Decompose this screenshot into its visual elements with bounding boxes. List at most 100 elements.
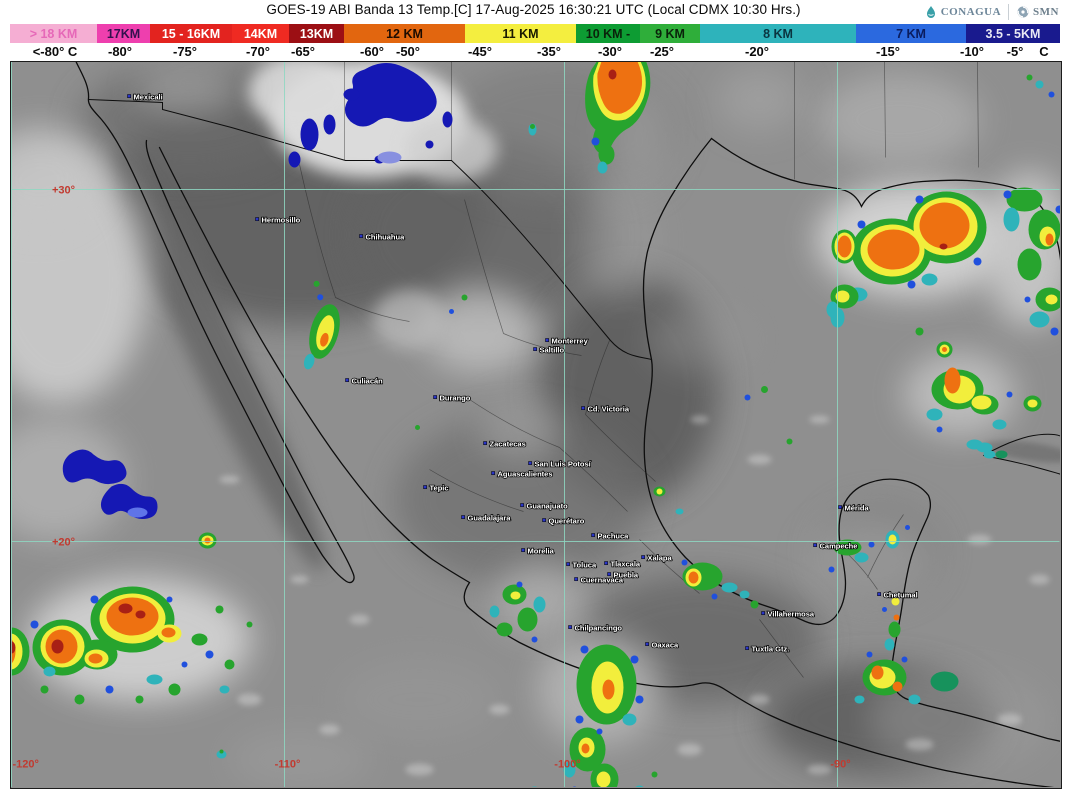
city-marker bbox=[127, 94, 131, 98]
city-label: Xalapa bbox=[648, 554, 673, 563]
city-marker bbox=[542, 518, 546, 522]
city-marker bbox=[838, 505, 842, 509]
cell-florida-edge bbox=[1003, 74, 1060, 336]
city-label: Tuxtla Gtz. bbox=[752, 645, 790, 654]
city-marker bbox=[359, 234, 363, 238]
scale-segment: 11 KM bbox=[465, 24, 576, 43]
convection-cells bbox=[11, 62, 1060, 787]
city-label: Guanajuato bbox=[527, 502, 569, 511]
temp-tick: -60° bbox=[360, 44, 384, 59]
cell-pacific-small bbox=[198, 532, 217, 549]
city-marker bbox=[745, 646, 749, 650]
cell-gulf-complex bbox=[826, 191, 987, 328]
city-label: Tepic bbox=[430, 484, 449, 493]
city-label: Cuernavaca bbox=[581, 576, 624, 585]
scale-segment: 8 KM bbox=[700, 24, 856, 43]
city-marker bbox=[491, 471, 495, 475]
altitude-scale: > 18 KM 17KM 15 - 16KM 14KM 13KM 12 KM 11 KM 10… bbox=[10, 24, 1060, 43]
cell-navy-pacific bbox=[62, 449, 158, 519]
temp-tick: -50° bbox=[396, 44, 420, 59]
cell-oaxaca-coast bbox=[563, 644, 644, 787]
city-label: Cd. Victoria bbox=[588, 405, 630, 414]
city-marker bbox=[568, 625, 572, 629]
temp-scale: <-80° C -80° -75° -70° -65° -60° -50° -45° -35° -… bbox=[0, 43, 1067, 60]
city-marker bbox=[761, 611, 765, 615]
city-label: San Luis Potosí bbox=[535, 460, 592, 469]
logo-divider bbox=[1008, 3, 1010, 20]
cell-orange-north bbox=[585, 62, 651, 174]
scale-segment: 15 - 16KM bbox=[150, 24, 232, 43]
temp-tick: -25° bbox=[650, 44, 674, 59]
city-label: Monterrey bbox=[552, 337, 589, 346]
grid-label-lon: -100° bbox=[554, 759, 580, 771]
temp-tick: -10° bbox=[960, 44, 984, 59]
city-marker bbox=[545, 338, 549, 342]
scale-segment: 10 KM - bbox=[576, 24, 640, 43]
city-label: Puebla bbox=[614, 571, 639, 580]
city-marker bbox=[433, 395, 437, 399]
city-label: Culiacán bbox=[352, 377, 384, 386]
city-label: Chetumal bbox=[884, 591, 918, 600]
scale-segment: 3.5 - 5KM bbox=[966, 24, 1060, 43]
temp-tick: -20° bbox=[745, 44, 769, 59]
city-label: Tlaxcala bbox=[611, 560, 641, 569]
cell-sinaloa bbox=[303, 280, 340, 370]
city-label: Oaxaca bbox=[652, 641, 680, 650]
footer-strip bbox=[0, 789, 1067, 800]
temp-tick: -30° bbox=[598, 44, 622, 59]
city-marker bbox=[461, 515, 465, 519]
city-label: Aguascalientes bbox=[498, 470, 553, 479]
city-marker bbox=[813, 543, 817, 547]
cell-sw-pacific bbox=[11, 586, 253, 705]
temp-tick: -5° bbox=[1006, 44, 1024, 59]
city-marker bbox=[345, 378, 349, 382]
temp-tick: -70° bbox=[246, 44, 270, 59]
temp-tick: <-80° C bbox=[32, 44, 78, 59]
grid-label-lat: +30° bbox=[52, 185, 75, 197]
city-marker bbox=[877, 592, 881, 596]
city-labels: Mexicali Hermosillo Chihuahua Culiacán Duran… bbox=[127, 92, 918, 654]
temp-tick: -35° bbox=[537, 44, 561, 59]
city-marker bbox=[255, 217, 259, 221]
city-label: Querétaro bbox=[549, 517, 585, 526]
smn-logo: SMN bbox=[1016, 5, 1059, 19]
smn-label: SMN bbox=[1033, 5, 1059, 18]
city-label: Campeche bbox=[820, 542, 858, 551]
city-label: Chilpancingo bbox=[575, 624, 623, 633]
satellite-imagery: +30° +20° -120° -110° -100° -90° Mexicali Herm… bbox=[11, 62, 1060, 787]
temp-tick: -75° bbox=[173, 44, 197, 59]
city-marker bbox=[521, 548, 525, 552]
city-label: Pachuca bbox=[598, 532, 630, 541]
city-marker bbox=[423, 485, 427, 489]
conagua-label: CONAGUA bbox=[940, 5, 1002, 18]
grid-label-lon: -120° bbox=[13, 759, 39, 771]
cell-navy-north bbox=[288, 62, 453, 168]
city-marker bbox=[607, 572, 611, 576]
scale-segment: 13KM bbox=[289, 24, 344, 43]
city-label: Villahermosa bbox=[768, 610, 815, 619]
cell-guerrero bbox=[489, 581, 546, 643]
scale-segment: > 18 KM bbox=[10, 24, 97, 43]
scale-segment: 17KM bbox=[97, 24, 150, 43]
city-marker bbox=[528, 461, 532, 465]
cell-yucatan-channel bbox=[915, 327, 1042, 459]
scale-segment: 7 KM bbox=[856, 24, 966, 43]
city-label: Hermosillo bbox=[262, 216, 301, 225]
city-marker bbox=[641, 555, 645, 559]
conagua-droplet-icon bbox=[926, 5, 935, 18]
city-marker bbox=[581, 406, 585, 410]
temp-tick: -80° bbox=[108, 44, 132, 59]
city-label: Mérida bbox=[845, 504, 870, 513]
cell-specks bbox=[216, 386, 1008, 787]
scale-segment: 9 KM bbox=[640, 24, 700, 43]
temp-tick: -15° bbox=[876, 44, 900, 59]
city-label: Saltillo bbox=[540, 346, 565, 355]
temp-tick: -65° bbox=[291, 44, 315, 59]
city-marker bbox=[566, 562, 570, 566]
state-borders bbox=[299, 62, 979, 678]
cell-chiapas bbox=[854, 597, 959, 705]
city-label: Morelia bbox=[528, 547, 555, 556]
city-label: Zacatecas bbox=[490, 440, 526, 449]
city-marker bbox=[520, 503, 524, 507]
